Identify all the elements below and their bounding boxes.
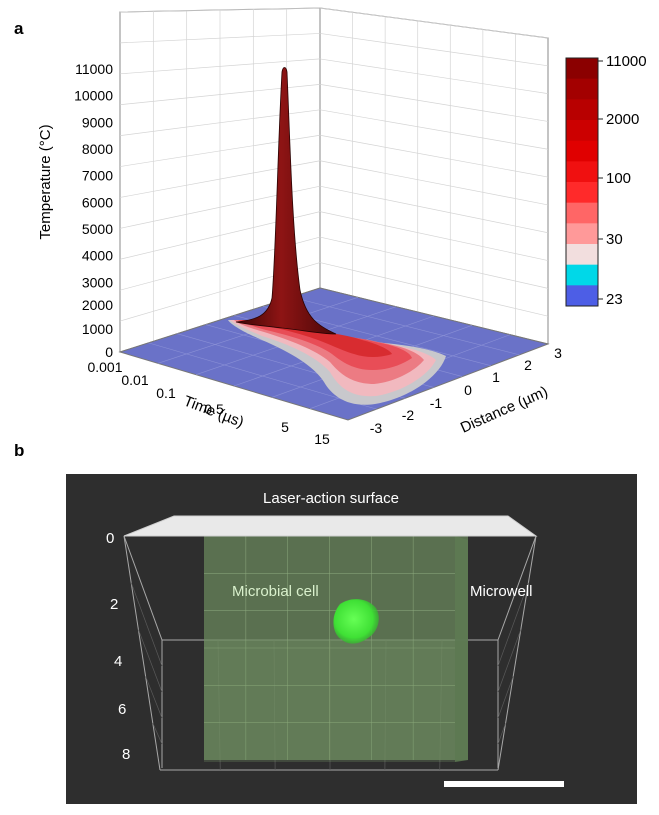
- depth-tick-label: 2: [110, 596, 118, 613]
- depth-tick-label: 0: [106, 530, 114, 547]
- colorbar-labels: 11000 2000 100 30 23: [598, 53, 647, 308]
- microwell-floor: [204, 640, 455, 762]
- box-grid-line: [497, 582, 529, 667]
- depth-tick-label: 6: [118, 701, 126, 718]
- box-grid-line: [152, 723, 163, 745]
- z-axis-ticks: 0 1000 2000 3000 4000 5000 6000 7000 8000 9000 100…: [74, 61, 113, 360]
- z-tick-label: 10000: [74, 88, 113, 104]
- wall-grid-line: [319, 7, 549, 39]
- wall-grid-line: [319, 58, 549, 94]
- panel-b-label: b: [14, 441, 24, 460]
- distance-tick-label: 1: [492, 369, 500, 385]
- scale-bar: [444, 781, 564, 787]
- time-tick-label: 0.5: [204, 401, 224, 417]
- box-grid-line: [497, 629, 522, 693]
- colorbar-label: 23: [606, 291, 623, 308]
- wall-grid-line: [319, 185, 549, 234]
- well-label: Microwell: [470, 583, 533, 600]
- colorbar-segment: [566, 120, 598, 142]
- wall-grid-line: [319, 211, 549, 261]
- wall-grid-line: [319, 134, 549, 178]
- distance-tick-label: 0: [464, 382, 472, 398]
- box-grid-line: [138, 629, 163, 693]
- colorbar-segment: [566, 78, 598, 100]
- surface-label: Laser-action surface: [263, 490, 399, 507]
- colorbar-segment: [566, 244, 598, 266]
- wall-grid-line: [319, 262, 549, 317]
- colorbar-segment: [566, 182, 598, 204]
- distance-tick-label: 2: [524, 357, 532, 373]
- colorbar-segment: [566, 202, 598, 224]
- colorbar-segment: [566, 285, 598, 307]
- colorbar-label: 100: [606, 170, 631, 187]
- z-tick-label: 1000: [82, 321, 113, 337]
- wall-grid-line: [319, 109, 549, 150]
- z-tick-label: 11000: [75, 61, 113, 77]
- colorbar-segment: [566, 99, 598, 121]
- floor-grid-line: [291, 296, 520, 356]
- contour-2000: [240, 320, 392, 357]
- panel-a-label: a: [14, 19, 24, 38]
- wall-grid-line: [319, 33, 549, 67]
- colorbar-segment: [566, 58, 598, 80]
- z-tick-label: 5000: [82, 221, 113, 237]
- colorbar-frame: [565, 57, 599, 307]
- z-tick-label: 8000: [82, 141, 113, 157]
- box-grid-line: [130, 582, 163, 667]
- colorbar: [565, 57, 599, 307]
- colorbar-segment: [566, 161, 598, 183]
- panel-a-chart: 0100020003000400050006000700080009000100…: [37, 7, 647, 447]
- z-tick-label: 6000: [82, 194, 113, 210]
- depth-tick-label: 4: [114, 653, 122, 670]
- contour-500: [238, 320, 412, 370]
- box-grid-line: [497, 723, 506, 745]
- depth-axis-ticks: 0 2 4 6 8: [106, 530, 130, 763]
- z-tick-label: 2000: [82, 297, 113, 313]
- depth-tick-label: 8: [122, 746, 130, 763]
- box-grid-line: [497, 676, 514, 719]
- z-tick-label: 9000: [82, 114, 113, 130]
- microwell-grid: [204, 536, 455, 760]
- back-wall-right: [319, 7, 549, 345]
- distance-tick-label: -2: [402, 407, 415, 423]
- time-tick-label: 0.01: [121, 372, 148, 388]
- colorbar-label: 30: [606, 231, 623, 248]
- floor-grid-line: [148, 342, 377, 410]
- distance-tick-label: -1: [430, 395, 443, 411]
- colorbar-segment: [566, 140, 598, 162]
- colorbar-label: 2000: [606, 111, 639, 128]
- wall-grid-line: [319, 160, 549, 206]
- box-grid-line: [145, 676, 163, 719]
- time-tick-label: 0.1: [156, 385, 176, 401]
- z-axis-title: Temperature (°C): [37, 124, 54, 239]
- distance-axis-ticks: -3 -2 -1 0 1 2 3: [370, 345, 562, 436]
- z-tick-label: 3000: [82, 274, 113, 290]
- z-tick-label: 0: [105, 344, 113, 360]
- time-axis-title: Time (µs): [181, 393, 246, 431]
- microbial-cell: [333, 599, 379, 644]
- wall-grid-line: [319, 236, 549, 289]
- cell-label: Microbial cell: [232, 583, 319, 600]
- wall-grid-line: [319, 84, 549, 122]
- z-tick-label: 4000: [82, 248, 113, 264]
- time-tick-label: 15: [314, 431, 330, 447]
- temperature-peak: [235, 67, 337, 335]
- time-tick-label: 5: [281, 419, 289, 435]
- colorbar-segment: [566, 264, 598, 286]
- time-tick-label: 0.001: [87, 359, 122, 375]
- colorbar-label: 11000: [606, 53, 647, 70]
- laser-action-surface: [123, 515, 538, 537]
- distance-tick-label: 3: [554, 345, 562, 361]
- z-tick-label: 7000: [82, 168, 113, 184]
- colorbar-segment: [566, 223, 598, 245]
- panel-b-render: Laser-action surface Microbial cell Micr…: [66, 474, 637, 804]
- distance-tick-label: -3: [370, 420, 383, 436]
- microwell-side: [455, 536, 468, 762]
